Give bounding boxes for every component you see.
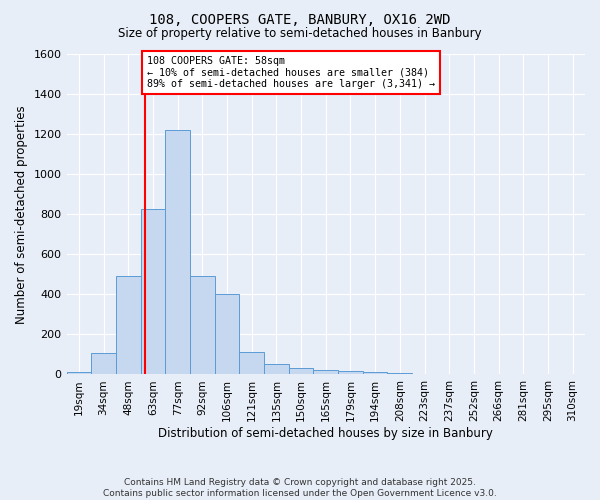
Bar: [264, 364, 289, 374]
Bar: [215, 294, 239, 374]
Bar: [116, 276, 140, 374]
Bar: [338, 372, 363, 374]
Bar: [313, 370, 338, 374]
Text: Size of property relative to semi-detached houses in Banbury: Size of property relative to semi-detach…: [118, 28, 482, 40]
Text: 108 COOPERS GATE: 58sqm
← 10% of semi-detached houses are smaller (384)
89% of s: 108 COOPERS GATE: 58sqm ← 10% of semi-de…: [146, 56, 434, 89]
Bar: [67, 372, 91, 374]
Bar: [190, 276, 215, 374]
Text: Contains HM Land Registry data © Crown copyright and database right 2025.
Contai: Contains HM Land Registry data © Crown c…: [103, 478, 497, 498]
Bar: [239, 352, 264, 374]
X-axis label: Distribution of semi-detached houses by size in Banbury: Distribution of semi-detached houses by …: [158, 427, 493, 440]
Bar: [363, 372, 388, 374]
Text: 108, COOPERS GATE, BANBURY, OX16 2WD: 108, COOPERS GATE, BANBURY, OX16 2WD: [149, 12, 451, 26]
Bar: [165, 130, 190, 374]
Bar: [289, 368, 313, 374]
Bar: [140, 209, 165, 374]
Bar: [91, 354, 116, 374]
Y-axis label: Number of semi-detached properties: Number of semi-detached properties: [15, 105, 28, 324]
